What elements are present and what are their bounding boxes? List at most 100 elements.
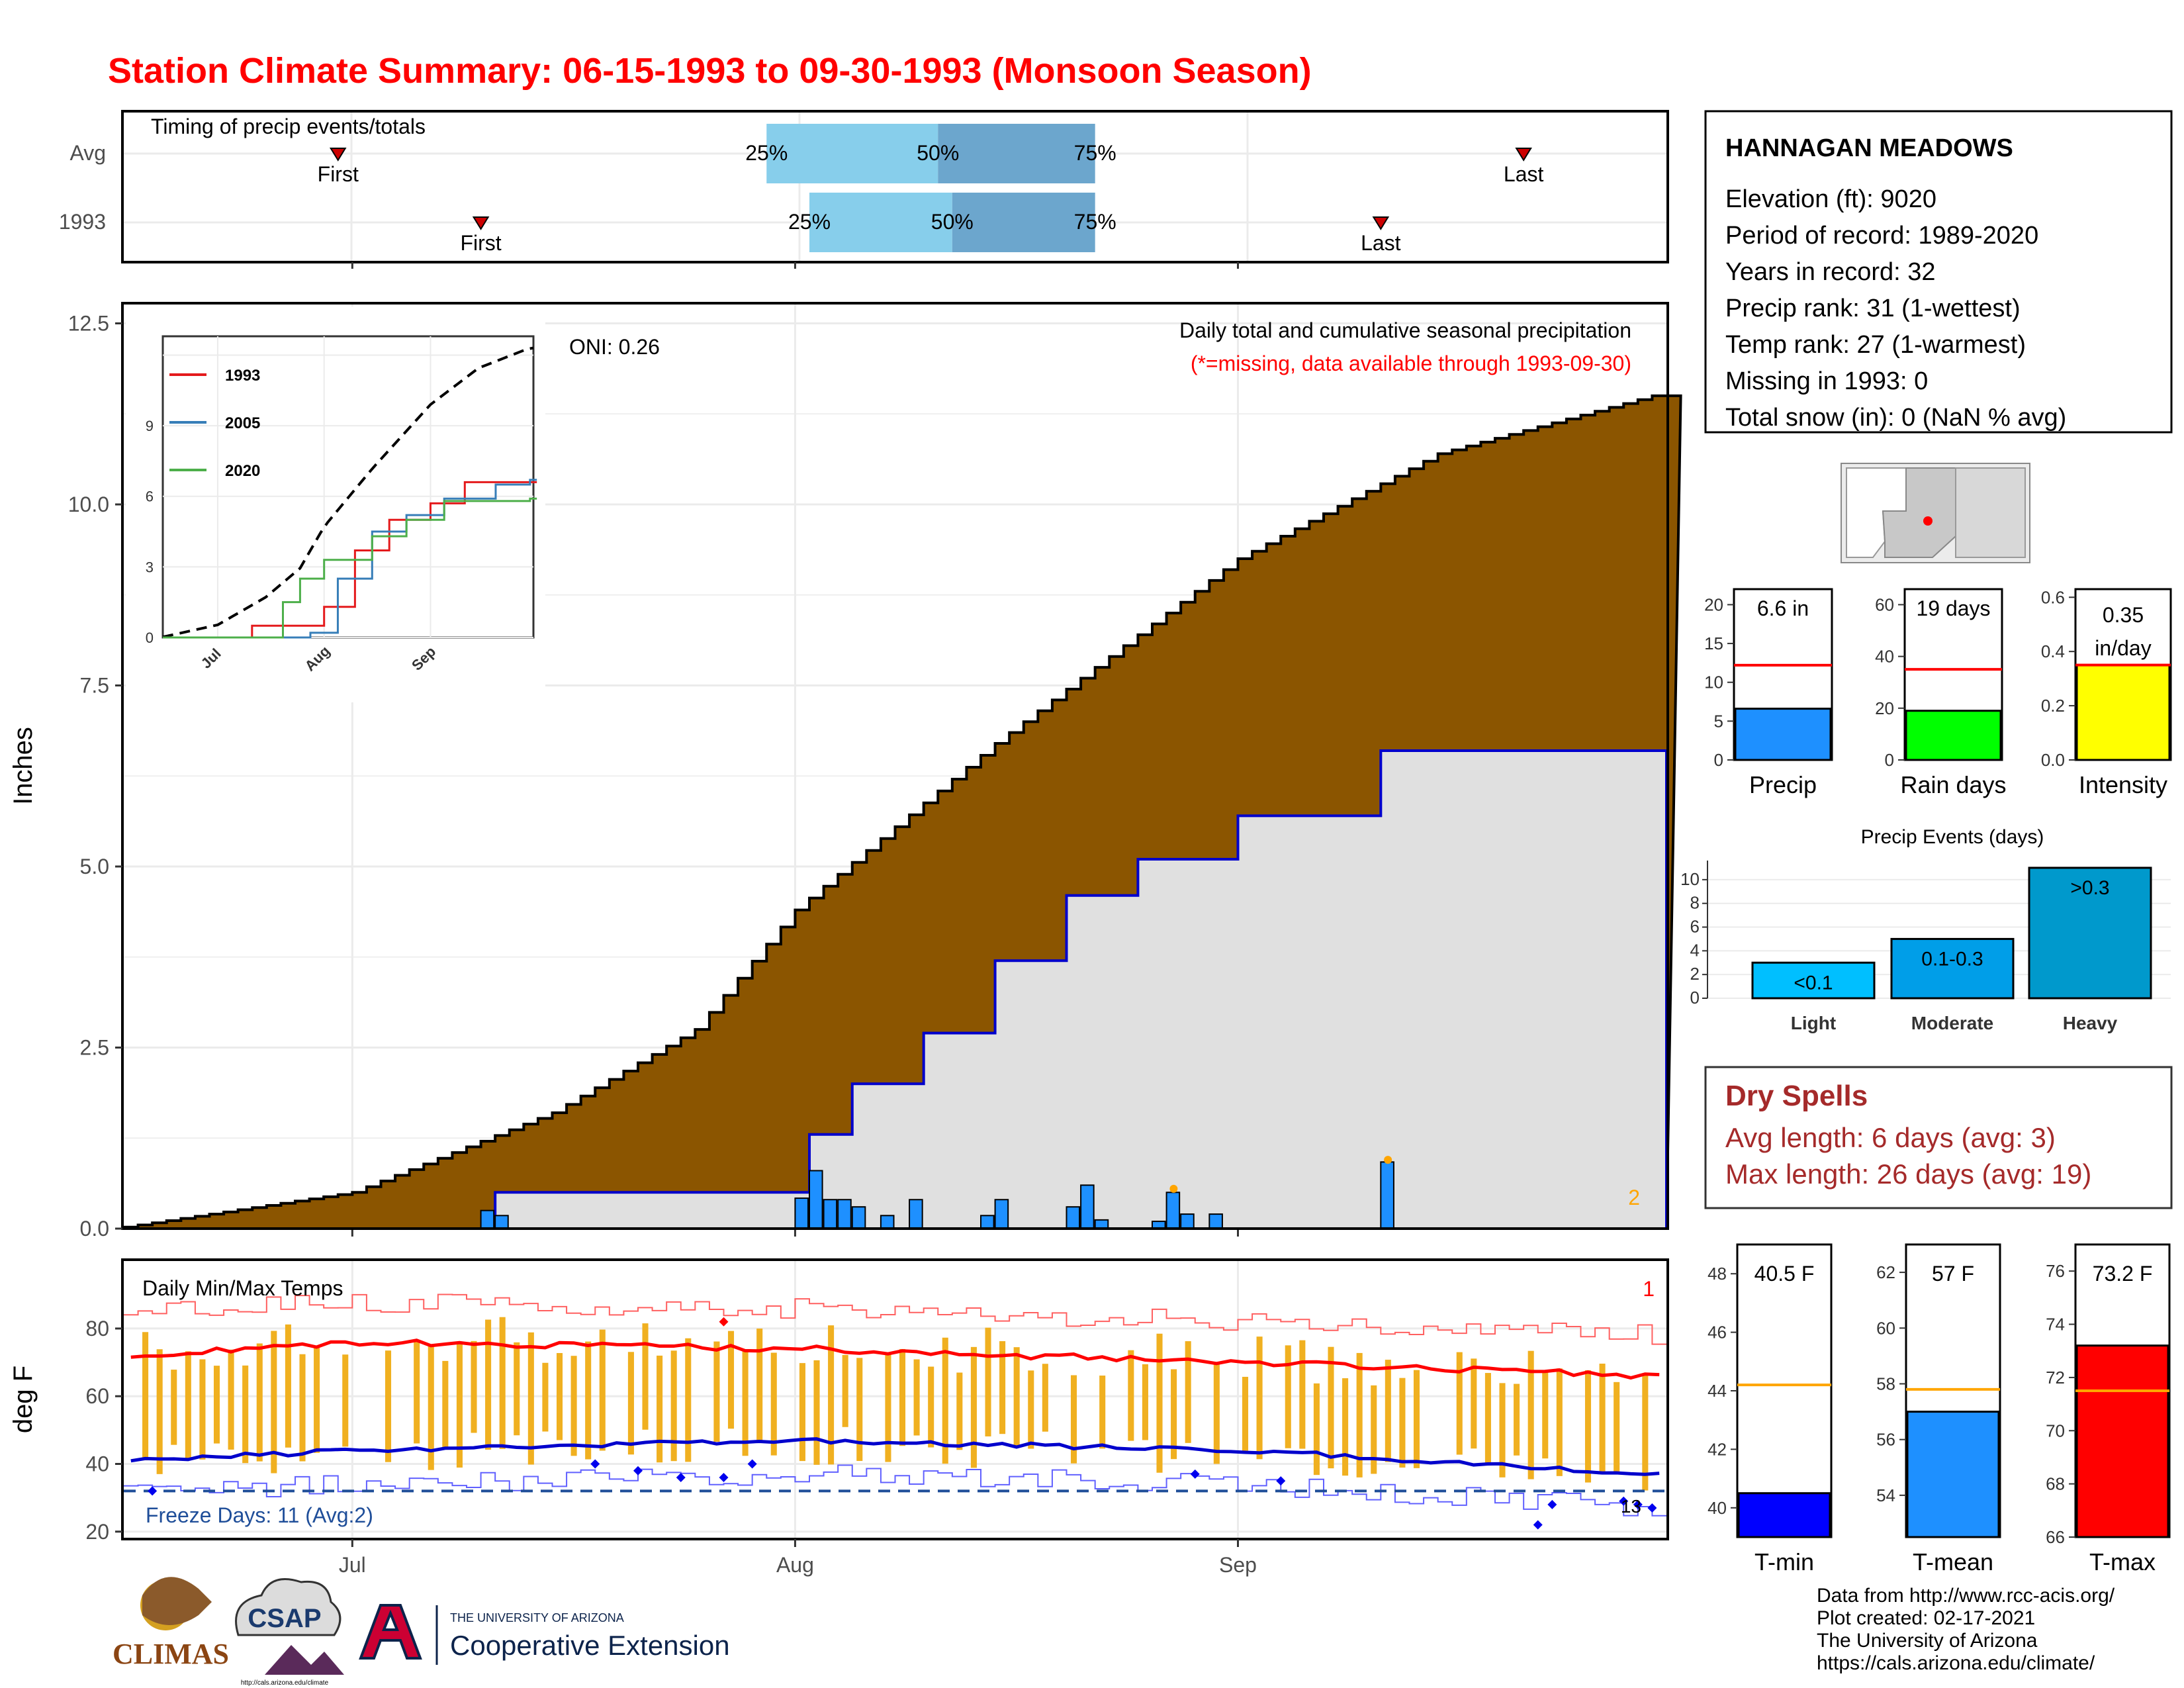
daily-temp-range-bar: [1499, 1383, 1506, 1477]
y-tick-label: 44: [1707, 1381, 1727, 1401]
summary-bar-label: 0.35: [2103, 603, 2144, 627]
events-y-tick: 8: [1690, 893, 1700, 913]
summary-bar-label: 40.5 F: [1754, 1262, 1815, 1286]
freeze-day-marker: [1190, 1469, 1200, 1479]
daily-temp-range-bar: [1142, 1364, 1148, 1440]
events-y-tick: 10: [1680, 869, 1700, 889]
daily-temp-range-bar: [1128, 1350, 1134, 1441]
summary-bar-value: [1737, 1492, 1831, 1538]
station-location-marker: [1923, 516, 1933, 526]
record-high-marker: [719, 1317, 729, 1327]
events-bar-label: <0.1: [1794, 972, 1833, 994]
timing-quartile-50-75: [938, 124, 1095, 183]
freeze-day-marker: [719, 1472, 729, 1482]
x-tick-label: Jul: [339, 1553, 366, 1577]
map-new-mexico: [1955, 467, 2026, 558]
precip-events-chart: Precip Events (days) 0 2 4 6 8 10 <0.1 Light 0.1…: [1680, 826, 2171, 1033]
daily-temp-range-bar: [727, 1331, 735, 1429]
timing-row: 25% 50% 75% First Last: [318, 124, 1544, 186]
events-bar: [1890, 937, 2015, 1000]
inset-series-line: [163, 497, 537, 639]
daily-temp-range-bar: [1242, 1376, 1249, 1451]
y-tick-label: 60: [1876, 1318, 1895, 1338]
timing-marker-label: Last: [1504, 162, 1544, 186]
daily-temp-range-bar: [970, 1346, 977, 1468]
daily-precip-bar: [480, 1209, 495, 1230]
timing-quartile-label: 50%: [917, 141, 959, 165]
daily-precip-bar: [1208, 1213, 1223, 1229]
temp-title: Daily Min/Max Temps: [142, 1276, 343, 1300]
x-tick-label: Aug: [776, 1553, 814, 1577]
inset-y-tick: 0: [146, 630, 154, 646]
daily-temp-range-bar: [256, 1343, 263, 1462]
daily-temp-range-bar: [1556, 1368, 1563, 1476]
daily-temp-range-bar: [1299, 1340, 1306, 1449]
daily-temp-range-bar: [756, 1328, 763, 1441]
daily-temp-range-bar: [999, 1341, 1006, 1434]
daily-temp-range-bar: [499, 1317, 506, 1449]
freeze-day-marker: [1547, 1499, 1557, 1509]
daily-temp-range-bar: [1013, 1347, 1020, 1446]
daily-temp-range-bar: [1642, 1373, 1649, 1491]
y-tick-label: 66: [2046, 1527, 2065, 1547]
inset-average-line: [162, 346, 534, 639]
y-tick-label: 72: [2046, 1368, 2065, 1387]
freeze-day-marker: [633, 1466, 643, 1476]
inset-y-tick: 9: [146, 418, 154, 434]
daily-temp-range-bar: [456, 1342, 463, 1468]
daily-precip-bar: [837, 1199, 852, 1229]
daily-temp-range-bar: [1514, 1383, 1520, 1456]
daily-temp-range-bar: [1599, 1364, 1606, 1474]
university-of-arizona-logo: THE UNIVERSITY OF ARIZONA Cooperative Ex…: [359, 1604, 730, 1665]
y-tick-label: 54: [1876, 1485, 1895, 1505]
summary-bar-label: 57 F: [1932, 1262, 1974, 1286]
station-info-line: Total snow (in): 0 (NaN % avg): [1725, 404, 2066, 432]
daily-temp-range-bar: [570, 1356, 577, 1456]
y-tick-label: 70: [2046, 1421, 2065, 1440]
dry-spells-avg: Avg length: 6 days (avg: 3): [1725, 1122, 2056, 1153]
daily-temp-range-bar: [1028, 1370, 1034, 1449]
y-tick-label: 74: [2046, 1315, 2065, 1335]
events-axis-label: Light: [1791, 1013, 1836, 1033]
daily-precip-bar: [809, 1170, 823, 1229]
daily-temp-range-bar: [527, 1332, 534, 1465]
summary-bar-label: in/day: [2095, 636, 2151, 660]
daily-temp-range-bar: [928, 1366, 934, 1448]
daily-temp-range-bar: [556, 1352, 563, 1440]
events-title: Precip Events (days): [1861, 826, 2044, 848]
events-y-tick: 0: [1690, 988, 1700, 1008]
corner-count: 2: [1628, 1186, 1640, 1209]
station-info-line: Temp rank: 27 (1-warmest): [1725, 331, 2026, 359]
summary-bar-value: [1905, 710, 2002, 761]
summary-bar-value: [1906, 1411, 2000, 1538]
y-tick-label: 5: [1714, 711, 1723, 731]
events-y-tick: 4: [1690, 940, 1700, 960]
timing-row: 25% 50% 75% First Last: [460, 193, 1401, 255]
arizona-a-icon: [359, 1604, 422, 1660]
freeze-day-marker: [676, 1472, 686, 1482]
timing-quartile-label: 25%: [788, 210, 831, 234]
daily-temp-range-bar: [1185, 1341, 1191, 1443]
freeze-day-marker: [1619, 1496, 1629, 1506]
climas-logo: CLIMAS: [113, 1577, 229, 1670]
daily-temp-range-bar: [485, 1319, 492, 1450]
dry-spells-title: Dry Spells: [1725, 1080, 1868, 1112]
timing-marker-label: First: [318, 162, 359, 186]
csap-logo: CSAP http://cals.arizona.edu/climate: [235, 1578, 344, 1687]
daily-temp-range-bar: [985, 1327, 991, 1436]
timing-row-label-avg: Avg: [69, 141, 106, 165]
freeze-day-marker: [1276, 1476, 1286, 1486]
station-info-line: Precip rank: 31 (1-wettest): [1725, 295, 2021, 322]
daily-temp-range-bar: [228, 1349, 234, 1450]
y-tick-label: 76: [2046, 1261, 2065, 1281]
y-tick-label: 42: [1707, 1439, 1727, 1459]
daily-temp-range-bar: [442, 1360, 449, 1449]
daily-temp-range-bar: [1399, 1378, 1406, 1468]
y-tick-label: 0.2: [2041, 696, 2065, 716]
daily-precip-bar: [794, 1197, 809, 1230]
timing-marker-icon: [472, 216, 490, 230]
y-tick-label: 20: [85, 1520, 109, 1544]
footer-line: https://cals.arizona.edu/climate/: [1817, 1652, 2095, 1674]
climas-logo-text: CLIMAS: [113, 1638, 229, 1670]
